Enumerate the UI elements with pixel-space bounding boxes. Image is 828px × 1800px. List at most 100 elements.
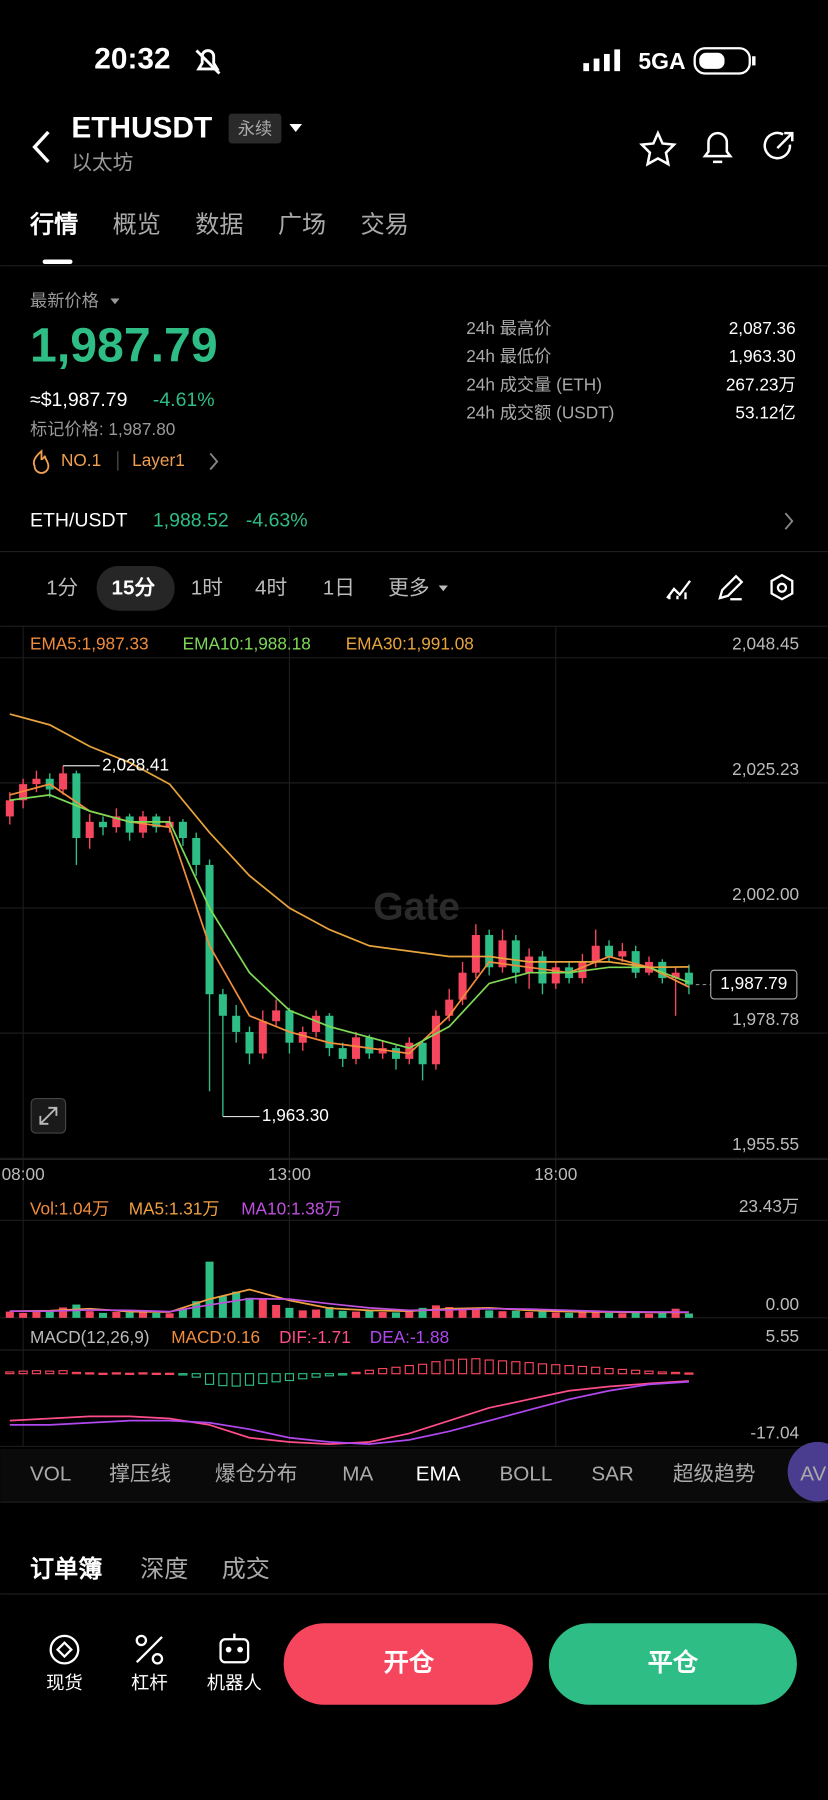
volume-bar [458,1308,467,1318]
indicator-tab[interactable]: AV [800,1463,826,1486]
sector-chevron[interactable] [209,452,219,471]
candle-body [325,1015,334,1049]
indicator-tab[interactable]: VOL [30,1463,71,1486]
volume-bar [471,1307,480,1318]
share-button[interactable] [763,131,794,160]
draw-button[interactable] [718,574,744,601]
volume-bar [232,1291,241,1318]
open-button[interactable] [283,1623,533,1705]
y-tick-label: 1,978.78 [732,1009,799,1029]
tool-label[interactable]: 现货 [46,1672,83,1693]
stat-label: 24h 成交额 (USDT) [466,402,614,422]
close-button[interactable] [548,1623,797,1705]
macd-bar [284,1373,295,1382]
volume-bar [405,1311,414,1318]
candle-body [85,821,94,838]
volume-bar [205,1261,214,1318]
candle-body [431,1015,440,1065]
macd-bar [511,1361,521,1375]
macd-bar [604,1367,614,1375]
book-tab[interactable]: 成交 [222,1556,270,1583]
macd-bar [471,1358,481,1375]
candle-body [458,972,467,1000]
leverage-icon[interactable] [135,1634,164,1665]
spot-pair[interactable]: ETH/USDT [30,509,128,531]
indicator-tab[interactable]: 超级趋势 [673,1463,756,1486]
price-label-dropdown[interactable] [110,298,120,305]
spot-icon[interactable] [49,1634,80,1665]
volume-bar [138,1311,147,1318]
volume-bar [312,1309,321,1318]
volume-bar [125,1312,134,1318]
alert-button[interactable] [702,131,733,164]
open-label[interactable]: 开仓 [384,1648,435,1677]
interval[interactable]: 1时 [191,576,223,599]
battery-icon [693,47,756,75]
tab[interactable]: 概览 [113,212,161,239]
price-label[interactable]: 最新价格 [30,290,99,310]
tab[interactable]: 交易 [361,212,409,239]
indicator-button[interactable] [666,580,692,600]
contract-tag: 永续 [238,118,272,138]
legend-item: MACD(12,26,9) [30,1327,150,1347]
settings-button[interactable] [770,573,794,601]
close-label[interactable]: 平仓 [648,1648,699,1677]
mute-icon [195,49,221,75]
macd-bar [431,1361,441,1375]
symbol[interactable]: ETHUSDT [71,112,212,145]
book-tab[interactable]: 深度 [140,1556,188,1583]
indicator-tab[interactable]: SAR [591,1463,633,1486]
spot-change: -4.63% [246,509,308,531]
tool-label[interactable]: 杠杆 [131,1672,168,1693]
symbol-dropdown[interactable] [289,123,303,133]
volume-bar [538,1311,547,1318]
candle-body [418,1042,427,1065]
volume-bar [658,1312,667,1318]
volume-ma-line [9,1297,689,1313]
volume-bar [352,1311,361,1318]
more-dropdown[interactable] [438,585,448,592]
tool-label[interactable]: 机器人 [207,1672,262,1693]
candle-body [578,961,587,979]
bot-icon[interactable] [219,1633,250,1664]
interval[interactable]: 1分 [46,576,78,599]
macd-bar [657,1371,667,1375]
candle-body [338,1048,347,1059]
tab[interactable]: 数据 [195,212,243,239]
tab[interactable]: 行情 [29,211,78,239]
interval[interactable]: 4时 [255,576,287,599]
indicator-tab[interactable]: EMA [416,1463,461,1486]
macd-bar [378,1367,388,1375]
macd-bar [258,1373,268,1385]
macd-bar [151,1372,161,1375]
last-price-tag [710,969,798,1000]
interval[interactable]: 更多 [388,576,429,599]
interval[interactable]: 1日 [323,576,355,599]
fire-icon [32,449,50,474]
candle-body [312,1015,321,1032]
macd-bar [577,1365,587,1375]
y-tick-label: 2,002.00 [732,884,799,904]
legend-item: Vol:1.04万 [30,1198,109,1218]
rank[interactable]: NO.1 [61,450,101,470]
indicator-tab[interactable]: BOLL [500,1463,553,1486]
candle-body [285,1010,294,1043]
interval[interactable]: 15分 [112,576,156,599]
candle-body [5,800,14,817]
back-button[interactable] [32,130,50,164]
favorite-button[interactable] [639,130,677,167]
indicator-tab[interactable]: 爆仓分布 [215,1463,298,1486]
macd-bar [85,1372,95,1375]
indicator-tab[interactable]: MA [342,1463,373,1486]
book-tab[interactable]: 订单簿 [30,1555,102,1583]
ema-line [9,713,689,969]
tab[interactable]: 广场 [278,212,326,239]
spot-chevron[interactable] [784,512,794,530]
y-tick-label: 2,048.45 [732,634,799,654]
candle-body [684,972,693,985]
indicator-tab[interactable]: 撑压线 [109,1463,171,1486]
candle-body [671,972,680,979]
y-tick-label: 1,955.55 [732,1134,799,1154]
sector[interactable]: Layer1 [132,450,185,470]
volume-bar [578,1311,587,1318]
